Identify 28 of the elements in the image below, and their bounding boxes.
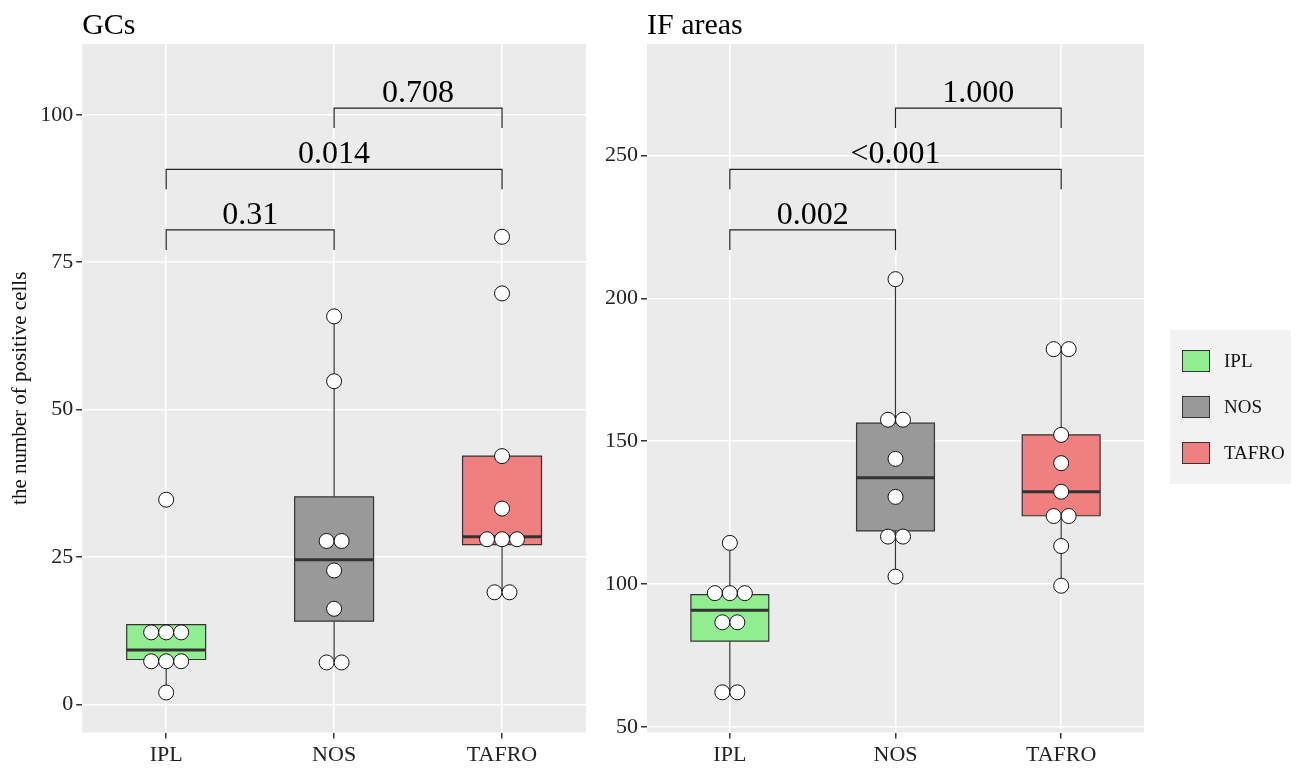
x-tick-label: NOS xyxy=(312,740,357,766)
annotation: 0.014 xyxy=(298,134,371,171)
chart-title: IF areas xyxy=(647,7,743,40)
legend-label: IPL xyxy=(1224,350,1253,372)
chart-title: GCs xyxy=(82,7,136,40)
y-tick-label: 75 xyxy=(51,247,74,273)
legend-label: NOS xyxy=(1224,396,1263,418)
x-tick-label: TAFRO xyxy=(466,740,538,766)
annotation: 0.31 xyxy=(222,194,279,231)
y-tick-label: 100 xyxy=(40,100,74,126)
y-tick-label: 150 xyxy=(605,426,638,452)
y-tick-label: 25 xyxy=(51,542,74,568)
y-axis-title: the number of positive cells xyxy=(7,271,32,505)
annotation: 0.002 xyxy=(776,194,849,231)
x-tick-label: IPL xyxy=(149,740,183,766)
x-tick-label: IPL xyxy=(713,740,747,766)
annotation: <0.001 xyxy=(850,134,941,171)
annotation: 0.708 xyxy=(382,73,455,110)
x-tick-label: NOS xyxy=(873,740,918,766)
y-tick-label: 200 xyxy=(605,284,638,310)
legend-label: TAFRO xyxy=(1224,442,1285,464)
y-tick-label: 50 xyxy=(616,712,638,738)
annotation: 1.000 xyxy=(942,73,1015,110)
y-tick-label: 250 xyxy=(605,141,638,167)
x-tick-label: TAFRO xyxy=(1025,740,1097,766)
y-tick-label: 0 xyxy=(62,690,74,716)
y-tick-label: 50 xyxy=(51,395,74,421)
y-tick-label: 100 xyxy=(605,569,638,595)
